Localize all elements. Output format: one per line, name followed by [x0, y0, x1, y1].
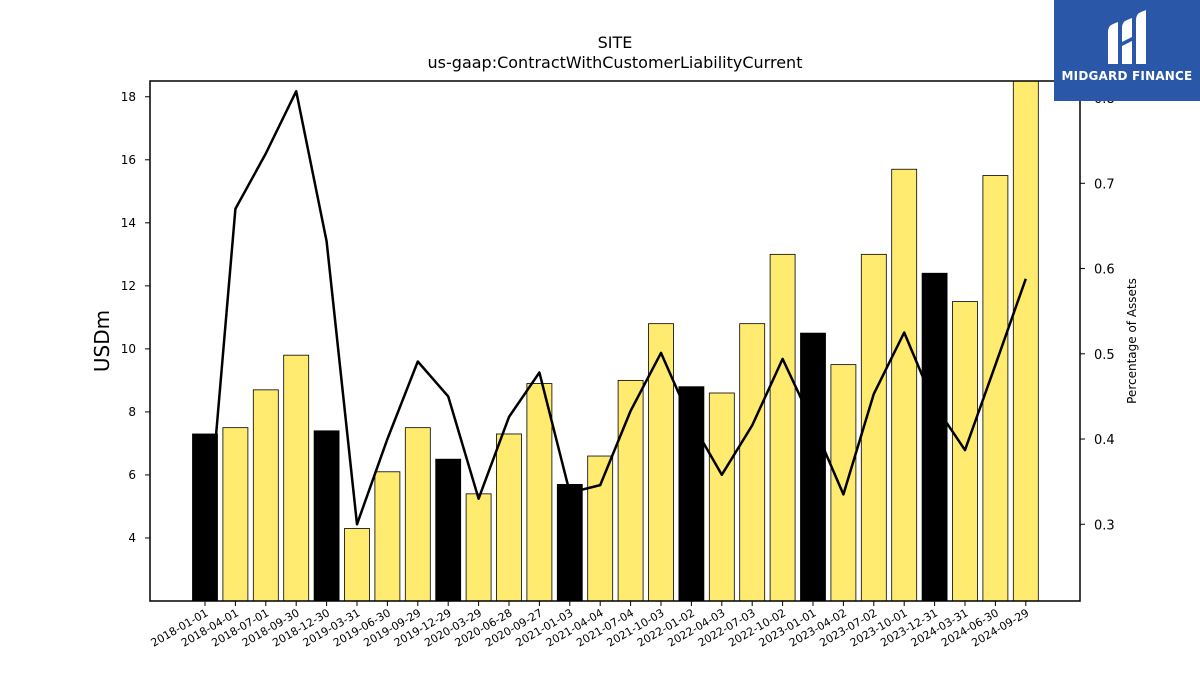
y-tick-label: 10 — [121, 342, 136, 356]
bar-2022-10-02 — [769, 253, 796, 602]
bar-2020-03-29 — [465, 493, 492, 602]
y-tick-label: 12 — [121, 279, 136, 293]
x-axis: 2018-01-012018-04-012018-07-012018-09-30… — [149, 601, 1031, 650]
midgard-logo-icon — [1108, 10, 1146, 64]
bar-2023-10-01 — [891, 168, 918, 602]
y2-tick-label: 0.5 — [1094, 348, 1115, 363]
y2-tick-label: 0.7 — [1094, 177, 1115, 192]
bar-2023-07-02 — [860, 253, 887, 602]
bar-2019-06-30 — [374, 471, 401, 602]
bar-2021-04-04 — [587, 455, 614, 602]
bar-2022-01-02 — [678, 386, 705, 602]
bar-2018-12-30 — [313, 430, 340, 602]
y-tick-label: 14 — [121, 216, 136, 230]
chart-title: SITE — [598, 33, 633, 52]
chart-subtitle: us-gaap:ContractWithCustomerLiabilityCur… — [428, 53, 803, 72]
y-tick-label: 4 — [128, 531, 136, 545]
plot-frame — [149, 80, 1081, 602]
bar-2021-07-04 — [617, 379, 644, 602]
y2-tick-label: 0.3 — [1094, 518, 1115, 533]
bar-2024-09-29 — [1012, 80, 1039, 602]
brand-logo: MIDGARD FINANCE — [1054, 0, 1200, 101]
bar-2018-09-30 — [283, 354, 310, 602]
y-axis-right: 0.30.40.50.60.70.8 — [1080, 92, 1115, 533]
bar-2023-04-02 — [830, 364, 857, 602]
bar-2019-12-29 — [435, 458, 462, 602]
bar-2019-09-29 — [404, 427, 431, 602]
bar-2020-06-28 — [496, 433, 522, 602]
bar-2022-04-03 — [708, 392, 735, 602]
y2-tick-label: 0.4 — [1094, 433, 1115, 448]
y2-tick-label: 0.6 — [1094, 263, 1115, 278]
y-tick-label: 18 — [121, 90, 136, 104]
bar-2019-03-31 — [344, 528, 370, 602]
bar-2021-01-03 — [556, 483, 583, 602]
y-axis-left: 4 6 8 10 12 14 16 18 — [121, 90, 150, 545]
y-tick-label: 6 — [128, 468, 136, 482]
percentage-line — [203, 89, 1027, 565]
bar-2018-07-01 — [252, 389, 279, 602]
line-series — [203, 89, 1027, 565]
y2-axis-label: Percentage of Assets — [1125, 278, 1139, 404]
bar-2022-07-03 — [739, 323, 766, 602]
bar-2020-09-27 — [526, 383, 553, 602]
bar-series — [192, 80, 1039, 602]
bar-2018-04-01 — [222, 427, 249, 602]
y-tick-label: 8 — [128, 405, 136, 419]
bar-2023-12-31 — [921, 272, 948, 602]
y-tick-label: 16 — [121, 153, 136, 167]
y-axis-label: USDm — [90, 310, 114, 372]
bar-2023-01-01 — [800, 332, 826, 602]
logo-text: MIDGARD FINANCE — [1061, 69, 1193, 83]
bar-2021-10-03 — [648, 323, 674, 602]
